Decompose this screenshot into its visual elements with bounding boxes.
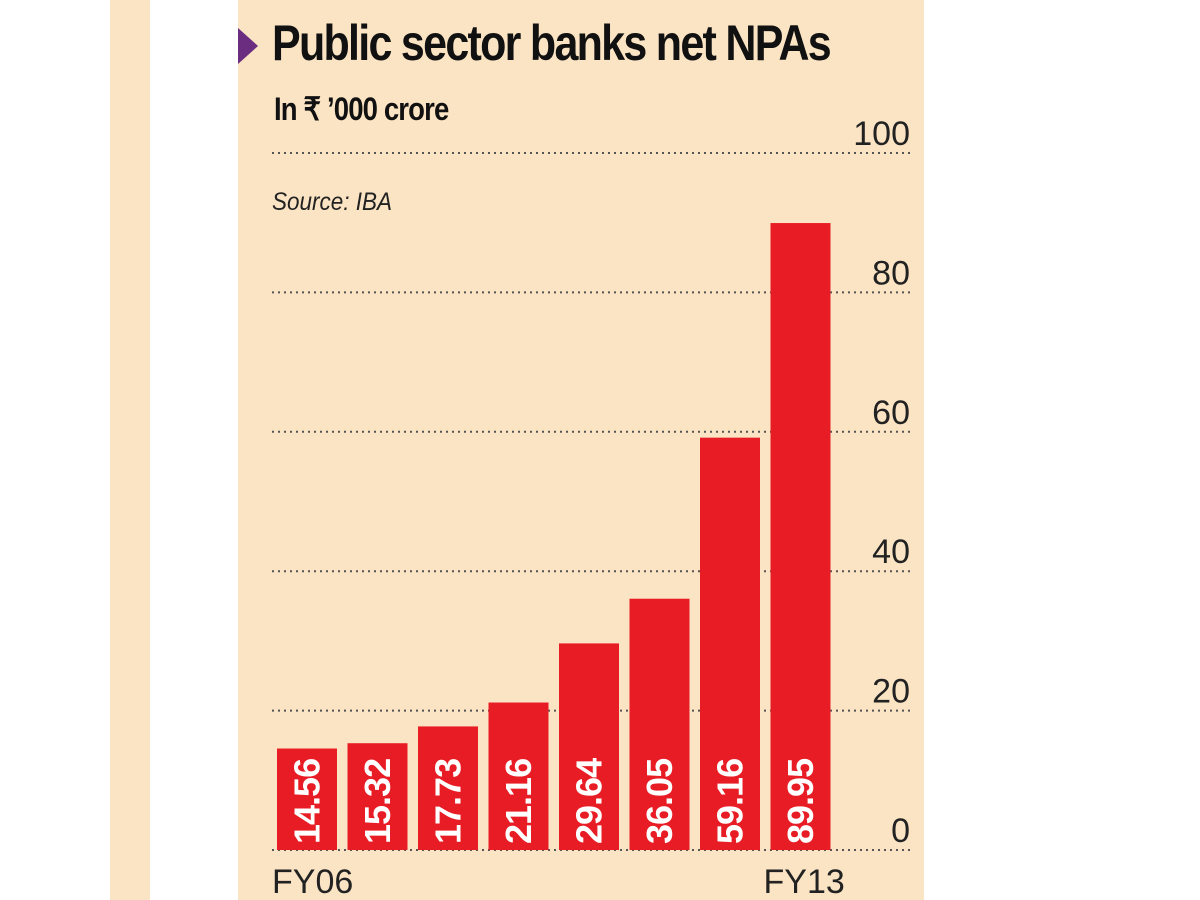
bar xyxy=(700,437,760,850)
x-tick-label: FY06 xyxy=(272,863,353,900)
bar-value-label: 89.95 xyxy=(780,758,821,844)
bar xyxy=(770,223,831,851)
y-tick-label: 100 xyxy=(853,115,910,153)
bar xyxy=(347,743,408,850)
bar-value-label: 29.64 xyxy=(569,758,610,844)
bar xyxy=(277,748,337,850)
y-tick-label: 20 xyxy=(872,673,910,711)
y-tick-label: 0 xyxy=(891,812,910,850)
bar-value-label: 15.32 xyxy=(357,759,398,844)
left-background-strip xyxy=(110,0,150,900)
bar-value-label: 36.05 xyxy=(639,758,680,844)
bar-value-label: 17.73 xyxy=(428,759,469,844)
bar xyxy=(488,702,549,850)
chart-title: Public sector banks net NPAs xyxy=(272,15,832,71)
chart-subtitle: In ₹ ’000 crore xyxy=(274,91,449,127)
bar xyxy=(559,643,619,850)
y-tick-label: 60 xyxy=(872,394,910,432)
y-tick-label: 40 xyxy=(872,533,910,571)
y-tick-label: 80 xyxy=(872,254,910,292)
chart-source: Source: IBA xyxy=(272,188,393,216)
bar-value-label: 14.56 xyxy=(287,759,328,844)
x-tick-label: FY13 xyxy=(764,863,845,900)
bar xyxy=(418,726,478,850)
bar-value-label: 21.16 xyxy=(498,759,539,844)
bar xyxy=(629,598,690,850)
bar-value-label: 59.16 xyxy=(710,759,751,844)
title-marker-icon xyxy=(238,28,258,64)
